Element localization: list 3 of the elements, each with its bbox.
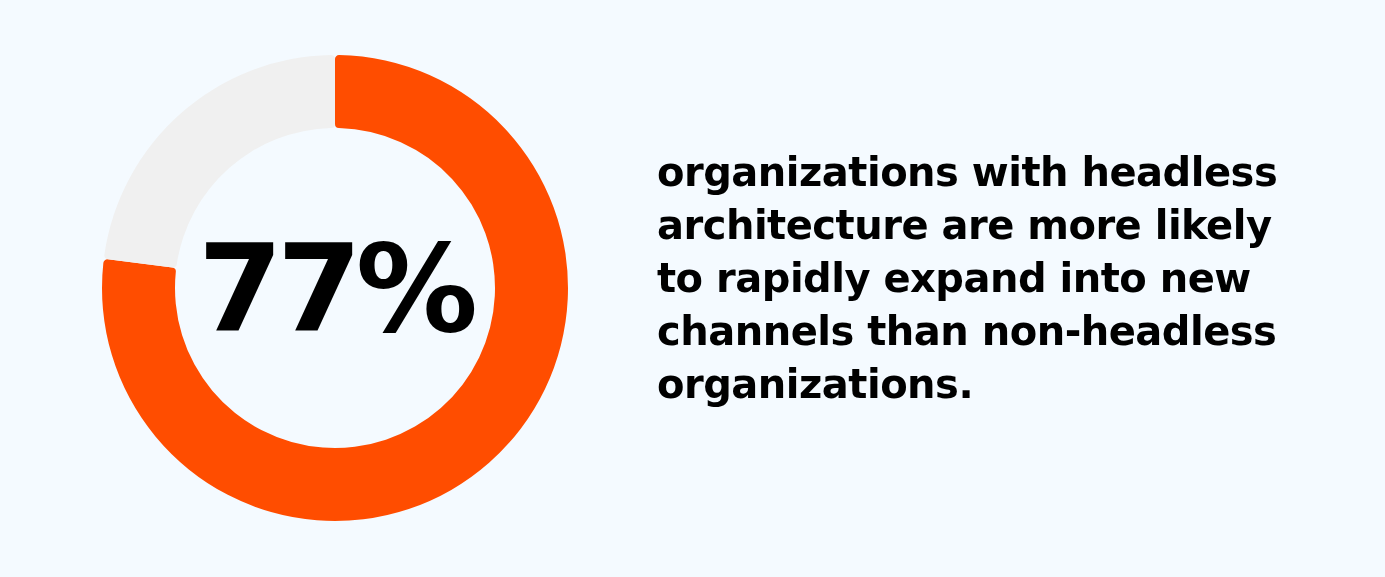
donut-slice [102,55,568,521]
data-label: 77% [197,218,475,360]
text: organizations with headless architecture are more likely to rapidly expand into new channels than non-headless organizations. [657,148,1279,409]
